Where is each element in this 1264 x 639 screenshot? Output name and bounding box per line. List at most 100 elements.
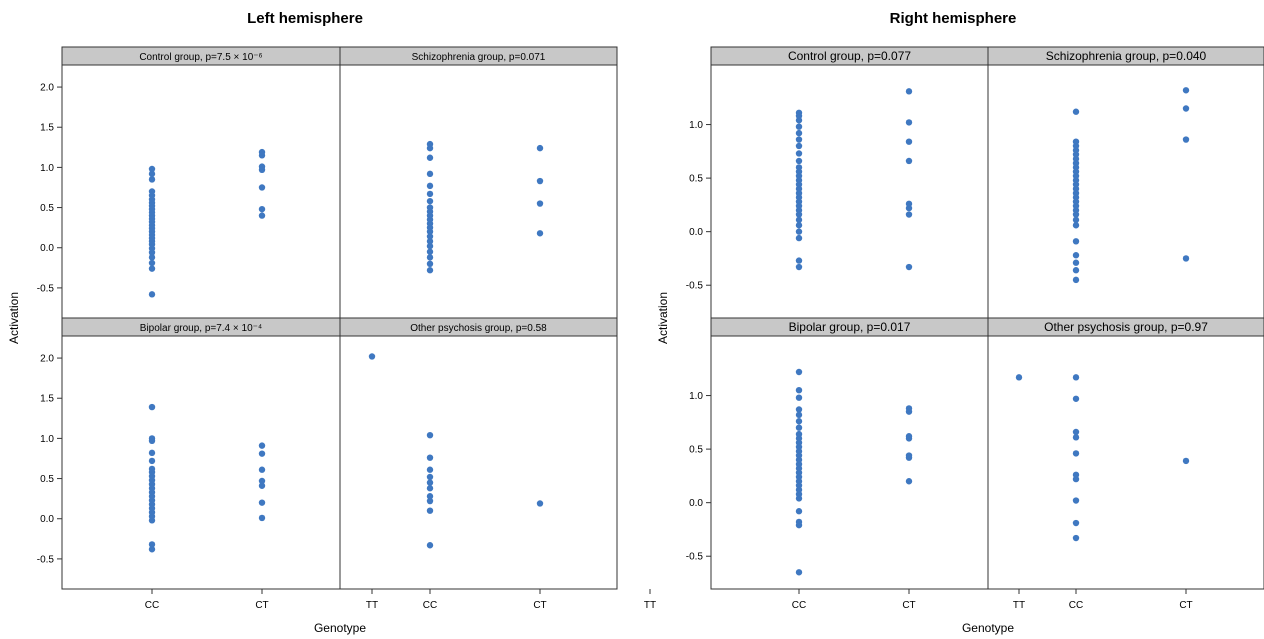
- x-tick-label: CT: [902, 600, 915, 611]
- y-tick-label: -0.5: [686, 281, 704, 292]
- panel-label: Other psychosis group, p=0.58: [410, 323, 547, 334]
- panel-label: Control group, p=0.077: [788, 49, 911, 63]
- data-point: [426, 493, 434, 500]
- y-tick-label: 0.5: [40, 203, 54, 214]
- data-point: [258, 477, 266, 485]
- y-tick-label: 0.0: [689, 498, 703, 509]
- data-point: [795, 129, 803, 137]
- y-tick-label: 2.0: [40, 83, 54, 94]
- data-point: [795, 418, 803, 425]
- data-point: [148, 176, 156, 183]
- panel-label: Bipolar group, p=7.4 × 10⁻⁴: [140, 323, 262, 334]
- x-tick-label: CT: [533, 600, 546, 611]
- x-tick-label: CC: [423, 600, 437, 611]
- panel-label: Control group, p=7.5 × 10⁻⁶: [139, 52, 262, 63]
- y-tick-label: 0.0: [689, 227, 703, 238]
- data-point: [258, 499, 266, 506]
- data-point: [258, 450, 266, 457]
- data-point: [795, 157, 803, 165]
- data-point: [1072, 222, 1080, 229]
- data-point: [148, 465, 156, 473]
- data-point: [1072, 428, 1080, 436]
- data-point: [148, 457, 156, 465]
- x-tick-label: CC: [1069, 600, 1083, 611]
- data-point: [905, 157, 913, 165]
- data-point: [426, 248, 434, 255]
- data-point: [148, 170, 156, 178]
- data-point: [905, 138, 913, 145]
- data-point: [1182, 87, 1190, 94]
- data-point: [1072, 519, 1080, 527]
- data-point: [795, 142, 803, 150]
- y-tick-label: 1.0: [40, 163, 54, 174]
- data-point: [148, 254, 156, 261]
- data-point: [148, 449, 156, 457]
- data-point: [1182, 457, 1190, 465]
- data-point: [426, 431, 434, 439]
- data-point: [905, 211, 913, 218]
- data-point: [1072, 395, 1080, 402]
- panel-frame: [339, 335, 618, 590]
- y-tick-label: 0.5: [689, 174, 703, 185]
- data-point: [795, 508, 803, 515]
- data-point: [1072, 534, 1080, 542]
- data-point: [1072, 267, 1080, 274]
- x-tick-label: TT: [1013, 600, 1025, 611]
- data-point: [795, 569, 803, 576]
- data-point: [1072, 497, 1080, 504]
- data-point: [258, 205, 266, 213]
- x-tick-label: CT: [255, 600, 268, 611]
- y-tick-label: 0.5: [40, 474, 54, 485]
- y-tick-label: 1.5: [40, 394, 54, 405]
- y-tick-label: 0.5: [689, 445, 703, 456]
- y-tick-label: 2.0: [40, 354, 54, 365]
- data-point: [1072, 450, 1080, 457]
- data-point: [426, 190, 434, 198]
- data-point: [258, 482, 266, 489]
- data-point: [258, 514, 266, 522]
- data-point: [426, 238, 434, 245]
- data-point: [258, 442, 266, 449]
- data-point: [1072, 434, 1080, 441]
- data-point: [795, 257, 803, 264]
- y-tick-label: 1.0: [689, 120, 703, 131]
- y-tick-label: 1.0: [689, 391, 703, 402]
- y-axis-label: Activation: [7, 292, 21, 344]
- data-point: [795, 222, 803, 229]
- data-point: [258, 163, 266, 170]
- data-point: [905, 263, 913, 271]
- data-point: [536, 230, 544, 237]
- data-point: [426, 233, 434, 240]
- data-point: [795, 394, 803, 401]
- panel-frame: [61, 335, 341, 590]
- y-tick-label: 1.5: [40, 123, 54, 134]
- data-point: [795, 424, 803, 431]
- data-point: [426, 473, 434, 481]
- data-point: [536, 200, 544, 207]
- data-point: [426, 197, 434, 205]
- panel-frame: [987, 64, 1264, 319]
- panel-label: Schizophrenia group, p=0.040: [1046, 49, 1207, 63]
- data-point: [1182, 136, 1190, 143]
- x-tick-label: CC: [145, 600, 159, 611]
- data-point: [1072, 252, 1080, 259]
- data-point: [148, 403, 156, 411]
- data-point: [795, 387, 803, 394]
- data-point: [905, 119, 913, 126]
- data-point: [795, 123, 803, 130]
- data-point: [426, 242, 434, 250]
- data-point: [426, 154, 434, 161]
- panel-frame: [710, 64, 989, 319]
- data-point: [258, 212, 266, 219]
- data-point: [536, 144, 544, 152]
- data-point: [795, 109, 803, 116]
- panel-frame: [339, 64, 618, 319]
- data-point: [905, 433, 913, 440]
- x-tick-label: TT: [644, 600, 656, 611]
- data-point: [148, 265, 156, 272]
- data-point: [795, 368, 803, 376]
- data-point: [905, 88, 913, 95]
- data-point: [426, 182, 434, 190]
- data-point: [368, 353, 376, 360]
- data-point: [148, 259, 156, 267]
